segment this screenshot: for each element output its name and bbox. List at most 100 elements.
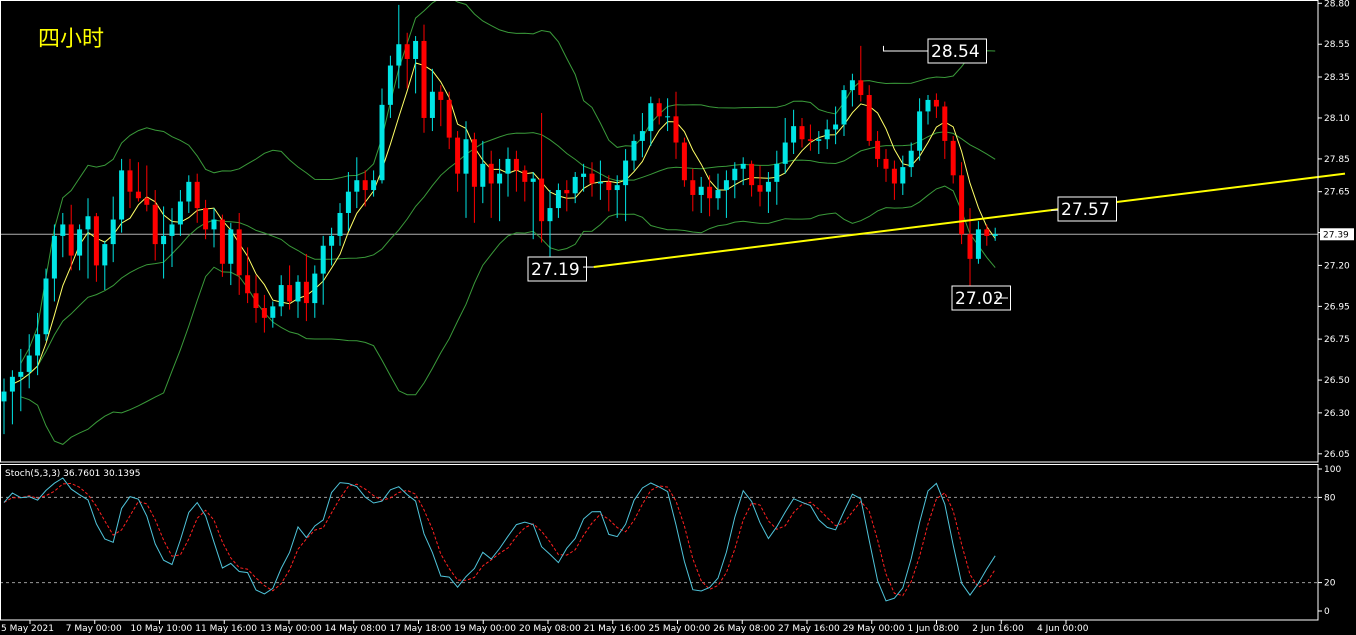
candle-body — [43, 278, 49, 335]
candle — [849, 73, 855, 107]
time-tick-label: 7 May 00:00 — [66, 624, 122, 634]
candle — [606, 175, 612, 212]
candle — [782, 117, 788, 174]
candle-body — [774, 163, 780, 182]
time-tick-label: 11 May 16:00 — [195, 624, 257, 634]
candle-body — [135, 191, 141, 199]
candle — [833, 106, 839, 145]
candle — [270, 301, 276, 328]
candle-body — [228, 229, 234, 264]
current-price-box — [1320, 228, 1354, 241]
candle — [648, 96, 654, 146]
candle — [681, 137, 687, 187]
candle-body — [413, 40, 419, 59]
candle-body — [673, 116, 679, 143]
candles — [1, 4, 998, 435]
candle — [211, 208, 217, 248]
candle — [639, 113, 645, 158]
low-label-right-text: 27.02 — [955, 289, 1004, 309]
candle — [68, 204, 74, 271]
high-label: 28.54 — [882, 38, 987, 64]
candle — [665, 98, 671, 132]
candle-body — [337, 212, 343, 236]
candle — [169, 208, 175, 268]
candle-body — [455, 137, 461, 174]
candle — [245, 247, 251, 304]
candle — [841, 85, 847, 136]
candle-body — [875, 140, 881, 159]
candle-body — [959, 175, 965, 235]
price-tick-label: 28.35 — [1324, 73, 1350, 83]
candle — [698, 176, 704, 213]
price-tick-label: 26.95 — [1324, 302, 1350, 312]
candle — [866, 85, 872, 146]
candle-body — [253, 293, 259, 308]
candle-body — [513, 158, 519, 171]
low-label-right-connector — [996, 294, 1008, 299]
candle-body — [824, 129, 830, 140]
candle-body — [740, 163, 746, 169]
candle-body — [631, 140, 637, 161]
candle — [858, 45, 864, 102]
candle-body — [152, 204, 158, 245]
candle — [917, 98, 923, 161]
candle — [236, 212, 242, 295]
price-tick-label: 27.20 — [1324, 261, 1350, 271]
candle-body — [522, 170, 528, 182]
candle — [438, 85, 444, 127]
candle-body — [429, 91, 435, 118]
chart-title: 四小时 — [38, 27, 104, 52]
price-tick-label: 28.10 — [1324, 114, 1350, 124]
candle — [93, 212, 99, 282]
candle-body — [127, 170, 133, 192]
candle-body — [9, 376, 15, 392]
candle — [505, 147, 511, 197]
candle-body — [908, 150, 914, 168]
candle — [471, 132, 477, 223]
price-panel-frame — [0, 0, 1319, 463]
candle-body — [1, 391, 7, 402]
candle — [715, 173, 721, 210]
time-tick-label: 1 Jun 08:00 — [908, 624, 960, 634]
time-tick-label: 26 May 08:00 — [713, 624, 775, 634]
candle — [555, 183, 561, 218]
candle-body — [211, 219, 217, 230]
candle-body — [715, 190, 721, 199]
candle — [463, 121, 469, 218]
candle-body — [18, 371, 24, 377]
candle — [908, 142, 914, 177]
candle — [9, 370, 15, 425]
overlays: 28.54 27.19 27.02 27.57 — [527, 38, 1346, 311]
candle-body — [85, 216, 91, 230]
candle-body — [329, 235, 335, 246]
candle — [35, 312, 41, 376]
candle — [816, 131, 822, 154]
candle — [984, 224, 990, 246]
candle-body — [488, 163, 494, 184]
candle — [253, 275, 259, 323]
candle — [891, 160, 897, 200]
low-label-right: 27.02 — [951, 285, 1011, 311]
time-tick-label: 20 May 08:00 — [519, 624, 581, 634]
time-tick-label: 21 May 16:00 — [584, 624, 646, 634]
time-tick-label: 14 May 08:00 — [325, 624, 387, 634]
candle — [513, 150, 519, 192]
stochastic-tick-label: 20 — [1324, 579, 1336, 589]
bollinger-bands — [12, 0, 996, 445]
candle — [119, 158, 125, 233]
candle — [581, 163, 587, 192]
candle-body — [245, 275, 251, 294]
candle-body — [807, 139, 813, 141]
middle-band — [20, 131, 996, 381]
candle-body — [833, 124, 839, 130]
time-tick-label: 5 May 2021 — [1, 624, 54, 634]
candle — [539, 113, 545, 243]
candle — [110, 196, 116, 263]
candle-body — [555, 190, 561, 209]
candle — [749, 160, 755, 197]
stochastic-tick-label: 100 — [1324, 465, 1341, 475]
candle-body — [900, 167, 906, 184]
candle-body — [354, 180, 360, 192]
time-tick-label: 27 May 16:00 — [778, 624, 840, 634]
